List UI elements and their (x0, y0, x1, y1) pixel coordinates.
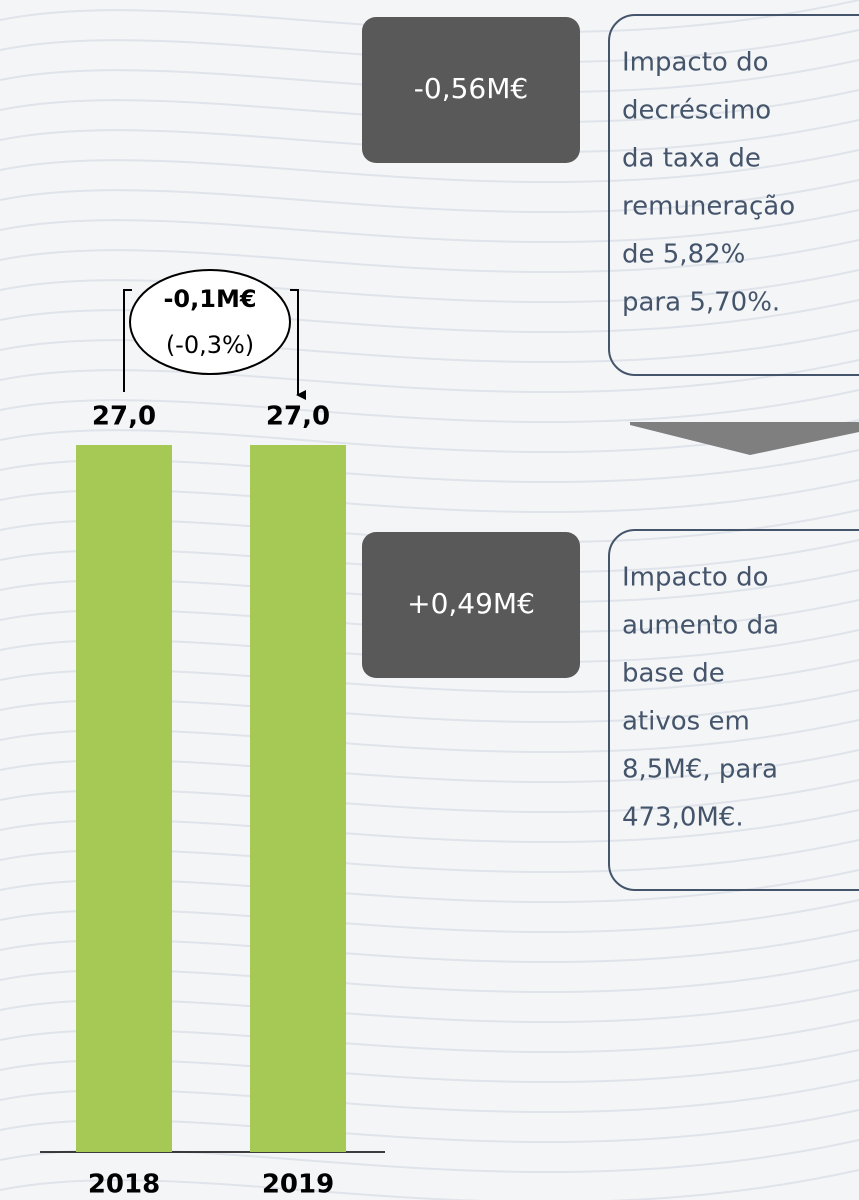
wave (0, 329, 859, 364)
x-tick-label: 2019 (262, 1170, 334, 1200)
wave (0, 149, 859, 184)
description-line: Impacto do (622, 563, 769, 593)
wave (0, 359, 859, 394)
amount-box (362, 532, 580, 678)
bracket-left (123, 289, 132, 392)
description-line: remuneração (622, 192, 795, 222)
description-line: de 5,82% (622, 240, 745, 270)
wave (0, 209, 859, 244)
wave (0, 299, 859, 334)
amount-label: +0,49M€ (407, 587, 535, 620)
x-tick-label: 2018 (88, 1170, 160, 1200)
description-line: da taxa de (622, 144, 761, 174)
value-label: 27,0 (92, 402, 156, 432)
marks: 2018 27,0 2019 27,0 -0,56M€ Impacto do decrésc… (76, 14, 859, 1200)
description-line: Impacto do (622, 48, 769, 78)
down-arrow (630, 422, 859, 455)
value-label: 27,0 (266, 402, 330, 432)
wave (0, 1169, 859, 1200)
description-line: ativos em (622, 707, 750, 737)
description-line: aumento da (622, 611, 779, 641)
description-line: 473,0M€. (622, 803, 744, 833)
wave (0, 389, 859, 424)
change-amount: -0,1M€ (163, 285, 256, 313)
description-line: para 5,70%. (622, 288, 780, 318)
wave (0, 269, 859, 304)
change-percent: (-0,3%) (166, 331, 254, 359)
amount-label: -0,56M€ (414, 72, 528, 105)
description-line: decréscimo (622, 96, 771, 126)
description-line: 8,5M€, para (622, 755, 778, 785)
amount-box (362, 17, 580, 163)
wave (0, 179, 859, 214)
wave (0, 239, 859, 274)
bar (76, 445, 172, 1152)
bracket-right (290, 289, 306, 400)
description-box (608, 529, 859, 891)
change-bubble (129, 269, 291, 375)
description-line: base de (622, 659, 725, 689)
bar (250, 445, 346, 1152)
description-box (608, 14, 859, 376)
